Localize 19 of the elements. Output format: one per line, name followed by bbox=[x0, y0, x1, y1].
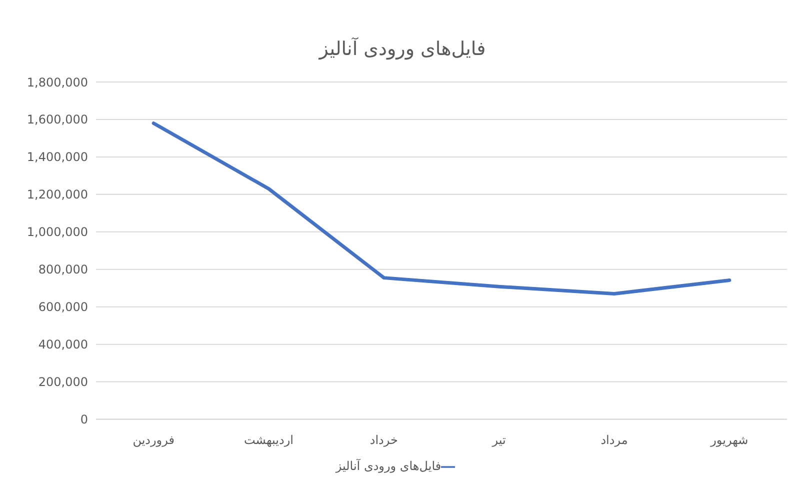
y-tick-label: 1,000,000 bbox=[26, 225, 88, 240]
y-tick-label: 600,000 bbox=[38, 300, 88, 314]
x-tick-label: شهریور bbox=[710, 432, 748, 447]
x-tick-label: فروردین bbox=[132, 432, 174, 447]
y-tick-label: 1,400,000 bbox=[26, 150, 88, 164]
y-tick-label: 1,200,000 bbox=[26, 188, 88, 202]
x-tick-label: تیر bbox=[491, 432, 506, 447]
x-tick-label: اردیبهشت bbox=[244, 432, 294, 447]
y-tick-label: 1,600,000 bbox=[26, 112, 88, 127]
chart-title: فایل‌های ورودی آنالیز bbox=[318, 36, 487, 62]
y-tick-label: 1,800,000 bbox=[26, 75, 88, 90]
line-series bbox=[152, 121, 732, 296]
x-tick-label: مرداد bbox=[600, 432, 628, 447]
y-tick-label: 0 bbox=[80, 412, 88, 427]
y-tick-label: 400,000 bbox=[38, 338, 88, 352]
y-tick-label: 200,000 bbox=[38, 375, 88, 390]
legend-label: فایل‌های ورودی آنالیز bbox=[336, 459, 442, 474]
x-tick-label: خرداد bbox=[370, 432, 398, 447]
y-tick-label: 800,000 bbox=[38, 262, 88, 277]
